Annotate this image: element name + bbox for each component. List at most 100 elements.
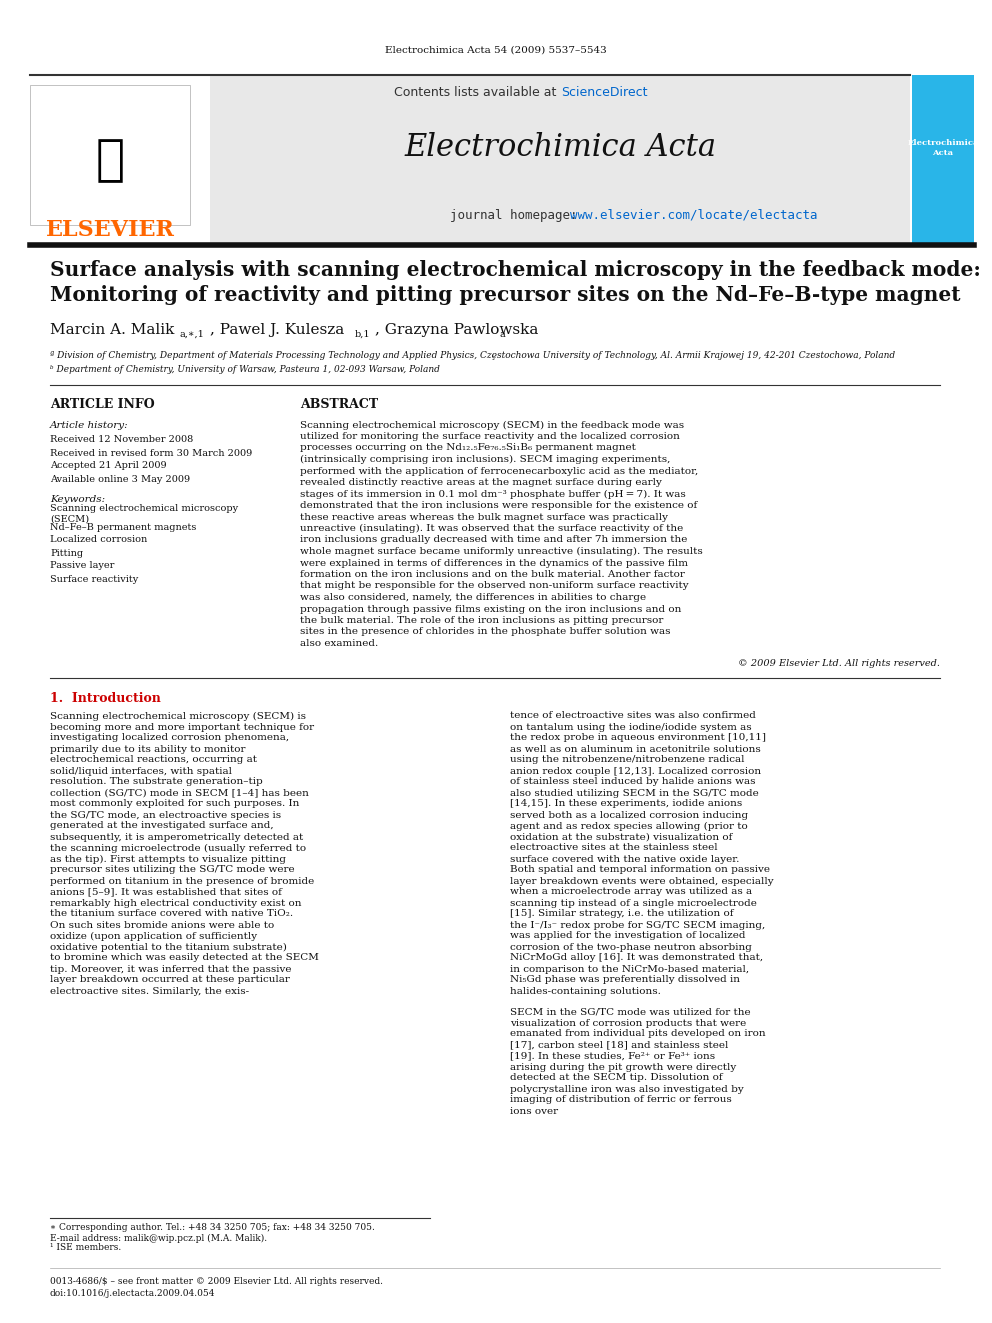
Text: electroactive sites at the stainless steel: electroactive sites at the stainless ste…: [510, 844, 717, 852]
Text: Pitting: Pitting: [50, 549, 83, 557]
Text: that might be responsible for the observed non-uniform surface reactivity: that might be responsible for the observ…: [300, 582, 688, 590]
Text: was applied for the investigation of localized: was applied for the investigation of loc…: [510, 931, 746, 941]
Text: [17], carbon steel [18] and stainless steel: [17], carbon steel [18] and stainless st…: [510, 1040, 728, 1049]
Text: most commonly exploited for such purposes. In: most commonly exploited for such purpose…: [50, 799, 300, 808]
Text: electrochemical reactions, occurring at: electrochemical reactions, occurring at: [50, 755, 257, 765]
Text: Nd–Fe–B permanent magnets: Nd–Fe–B permanent magnets: [50, 523, 196, 532]
Text: Marcin A. Malik: Marcin A. Malik: [50, 323, 175, 337]
Text: [15]. Similar strategy, i.e. the utilization of: [15]. Similar strategy, i.e. the utiliza…: [510, 909, 733, 918]
Text: utilized for monitoring the surface reactivity and the localized corrosion: utilized for monitoring the surface reac…: [300, 433, 680, 441]
Text: as the tip). First attempts to visualize pitting: as the tip). First attempts to visualize…: [50, 855, 286, 864]
Text: Localized corrosion: Localized corrosion: [50, 536, 147, 545]
Bar: [210, 75, 910, 245]
Text: demonstrated that the iron inclusions were responsible for the existence of: demonstrated that the iron inclusions we…: [300, 501, 697, 509]
Text: Received in revised form 30 March 2009: Received in revised form 30 March 2009: [50, 448, 252, 458]
Text: unreactive (insulating). It was observed that the surface reactivity of the: unreactive (insulating). It was observed…: [300, 524, 683, 533]
Text: Contents lists available at: Contents lists available at: [394, 86, 560, 99]
Text: 0013-4686/$ – see front matter © 2009 Elsevier Ltd. All rights reserved.: 0013-4686/$ – see front matter © 2009 El…: [50, 1277, 383, 1286]
Text: Electrochimica Acta: Electrochimica Acta: [404, 132, 716, 164]
Text: Ni₅Gd phase was preferentially dissolved in: Ni₅Gd phase was preferentially dissolved…: [510, 975, 740, 984]
Text: ScienceDirect: ScienceDirect: [561, 86, 648, 99]
Text: also studied utilizing SECM in the SG/TC mode: also studied utilizing SECM in the SG/TC…: [510, 789, 759, 798]
Text: generated at the investigated surface and,: generated at the investigated surface an…: [50, 822, 274, 831]
Text: [19]. In these studies, Fe²⁺ or Fe³⁺ ions: [19]. In these studies, Fe²⁺ or Fe³⁺ ion…: [510, 1052, 715, 1061]
Text: anion redox couple [12,13]. Localized corrosion: anion redox couple [12,13]. Localized co…: [510, 766, 761, 775]
Text: doi:10.1016/j.electacta.2009.04.054: doi:10.1016/j.electacta.2009.04.054: [50, 1289, 215, 1298]
Text: visualization of corrosion products that were: visualization of corrosion products that…: [510, 1019, 746, 1028]
Text: On such sites bromide anions were able to: On such sites bromide anions were able t…: [50, 921, 274, 930]
Text: the I⁻/I₃⁻ redox probe for SG/TC SECM imaging,: the I⁻/I₃⁻ redox probe for SG/TC SECM im…: [510, 921, 765, 930]
Text: on tantalum using the iodine/iodide system as: on tantalum using the iodine/iodide syst…: [510, 722, 752, 732]
Text: these reactive areas whereas the bulk magnet surface was practically: these reactive areas whereas the bulk ma…: [300, 512, 668, 521]
Text: 1.  Introduction: 1. Introduction: [50, 692, 161, 705]
Text: www.elsevier.com/locate/electacta: www.elsevier.com/locate/electacta: [570, 209, 817, 221]
Text: (intrinsically comprising iron inclusions). SECM imaging experiments,: (intrinsically comprising iron inclusion…: [300, 455, 671, 464]
Text: detected at the SECM tip. Dissolution of: detected at the SECM tip. Dissolution of: [510, 1073, 722, 1082]
Text: ª Division of Chemistry, Department of Materials Processing Technology and Appli: ª Division of Chemistry, Department of M…: [50, 351, 895, 360]
Text: Both spatial and temporal information on passive: Both spatial and temporal information on…: [510, 865, 770, 875]
Text: Scanning electrochemical microscopy (SECM) is: Scanning electrochemical microscopy (SEC…: [50, 712, 306, 721]
Text: iron inclusions gradually decreased with time and after 7h immersion the: iron inclusions gradually decreased with…: [300, 536, 687, 545]
Text: ELSEVIER: ELSEVIER: [46, 220, 175, 241]
Text: served both as a localized corrosion inducing: served both as a localized corrosion ind…: [510, 811, 748, 819]
Text: solid/liquid interfaces, with spatial: solid/liquid interfaces, with spatial: [50, 766, 232, 775]
Text: investigating localized corrosion phenomena,: investigating localized corrosion phenom…: [50, 733, 289, 742]
Text: imaging of distribution of ferric or ferrous: imaging of distribution of ferric or fer…: [510, 1095, 732, 1105]
Text: Surface reactivity: Surface reactivity: [50, 574, 138, 583]
Text: revealed distinctly reactive areas at the magnet surface during early: revealed distinctly reactive areas at th…: [300, 478, 662, 487]
Text: also examined.: also examined.: [300, 639, 378, 648]
Text: was also considered, namely, the differences in abilities to charge: was also considered, namely, the differe…: [300, 593, 646, 602]
Text: primarily due to its ability to monitor: primarily due to its ability to monitor: [50, 745, 245, 754]
Text: ions over: ions over: [510, 1106, 558, 1115]
Text: ∗ Corresponding author. Tel.: +48 34 3250 705; fax: +48 34 3250 705.: ∗ Corresponding author. Tel.: +48 34 325…: [50, 1224, 375, 1233]
Text: Electrochimica Acta 54 (2009) 5537–5543: Electrochimica Acta 54 (2009) 5537–5543: [385, 45, 607, 54]
Text: Passive layer: Passive layer: [50, 561, 114, 570]
Bar: [30, 85, 190, 225]
Text: journal homepage:: journal homepage:: [450, 209, 585, 221]
Text: Scanning electrochemical microscopy (SECM) in the feedback mode was: Scanning electrochemical microscopy (SEC…: [300, 421, 684, 430]
Text: the redox probe in aqueous environment [10,11]: the redox probe in aqueous environment […: [510, 733, 766, 742]
Text: oxidize (upon application of sufficiently: oxidize (upon application of sufficientl…: [50, 931, 257, 941]
Text: Accepted 21 April 2009: Accepted 21 April 2009: [50, 462, 167, 471]
Text: to bromine which was easily detected at the SECM: to bromine which was easily detected at …: [50, 954, 318, 963]
Text: in comparison to the NiCrMo-based material,: in comparison to the NiCrMo-based materi…: [510, 964, 749, 974]
Text: Electrochimica
Acta: Electrochimica Acta: [908, 139, 979, 156]
Text: the SG/TC mode, an electroactive species is: the SG/TC mode, an electroactive species…: [50, 811, 281, 819]
Text: Keywords:: Keywords:: [50, 496, 105, 504]
Text: arising during the pit growth were directly: arising during the pit growth were direc…: [510, 1062, 736, 1072]
Text: agent and as redox species allowing (prior to: agent and as redox species allowing (pri…: [510, 822, 748, 831]
Text: NiCrMoGd alloy [16]. It was demonstrated that,: NiCrMoGd alloy [16]. It was demonstrated…: [510, 954, 763, 963]
Text: when a microelectrode array was utilized as a: when a microelectrode array was utilized…: [510, 888, 752, 897]
Text: remarkably high electrical conductivity exist on: remarkably high electrical conductivity …: [50, 898, 302, 908]
Text: processes occurring on the Nd₁₂.₅Fe₇₆.₅Si₁B₆ permanent magnet: processes occurring on the Nd₁₂.₅Fe₇₆.₅S…: [300, 443, 636, 452]
Text: whole magnet surface became uniformly unreactive (insulating). The results: whole magnet surface became uniformly un…: [300, 546, 702, 556]
Text: ABSTRACT: ABSTRACT: [300, 398, 378, 411]
Text: Received 12 November 2008: Received 12 November 2008: [50, 435, 193, 445]
Text: a,∗,1: a,∗,1: [180, 329, 205, 339]
Text: performed on titanium in the presence of bromide: performed on titanium in the presence of…: [50, 877, 314, 885]
Text: propagation through passive films existing on the iron inclusions and on: propagation through passive films existi…: [300, 605, 682, 614]
Text: anions [5–9]. It was established that sites of: anions [5–9]. It was established that si…: [50, 888, 282, 897]
Text: [14,15]. In these experiments, iodide anions: [14,15]. In these experiments, iodide an…: [510, 799, 742, 808]
Text: b,1: b,1: [355, 329, 371, 339]
Text: SECM in the SG/TC mode was utilized for the: SECM in the SG/TC mode was utilized for …: [510, 1008, 751, 1016]
Text: ARTICLE INFO: ARTICLE INFO: [50, 398, 155, 411]
Text: a: a: [500, 329, 506, 339]
Text: of stainless steel induced by halide anions was: of stainless steel induced by halide ani…: [510, 778, 756, 786]
Text: the titanium surface covered with native TiO₂.: the titanium surface covered with native…: [50, 909, 293, 918]
Text: Monitoring of reactivity and pitting precursor sites on the Nd–Fe–B-type magnet: Monitoring of reactivity and pitting pre…: [50, 284, 960, 306]
Text: collection (SG/TC) mode in SECM [1–4] has been: collection (SG/TC) mode in SECM [1–4] ha…: [50, 789, 309, 798]
Text: formation on the iron inclusions and on the bulk material. Another factor: formation on the iron inclusions and on …: [300, 570, 684, 579]
Text: surface covered with the native oxide layer.: surface covered with the native oxide la…: [510, 855, 739, 864]
Text: electroactive sites. Similarly, the exis-: electroactive sites. Similarly, the exis…: [50, 987, 249, 995]
Text: scanning tip instead of a single microelectrode: scanning tip instead of a single microel…: [510, 898, 757, 908]
Text: layer breakdown occurred at these particular: layer breakdown occurred at these partic…: [50, 975, 290, 984]
Text: sites in the presence of chlorides in the phosphate buffer solution was: sites in the presence of chlorides in th…: [300, 627, 671, 636]
Text: performed with the application of ferrocenecarboxylic acid as the mediator,: performed with the application of ferroc…: [300, 467, 698, 475]
Text: subsequently, it is amperometrically detected at: subsequently, it is amperometrically det…: [50, 832, 304, 841]
Text: stages of its immersion in 0.1 mol dm⁻³ phosphate buffer (pH = 7). It was: stages of its immersion in 0.1 mol dm⁻³ …: [300, 490, 685, 499]
Text: the scanning microelectrode (usually referred to: the scanning microelectrode (usually ref…: [50, 844, 307, 852]
Text: tence of electroactive sites was also confirmed: tence of electroactive sites was also co…: [510, 712, 756, 721]
Text: 🌳: 🌳: [95, 136, 125, 184]
Text: as well as on aluminum in acetonitrile solutions: as well as on aluminum in acetonitrile s…: [510, 745, 761, 754]
